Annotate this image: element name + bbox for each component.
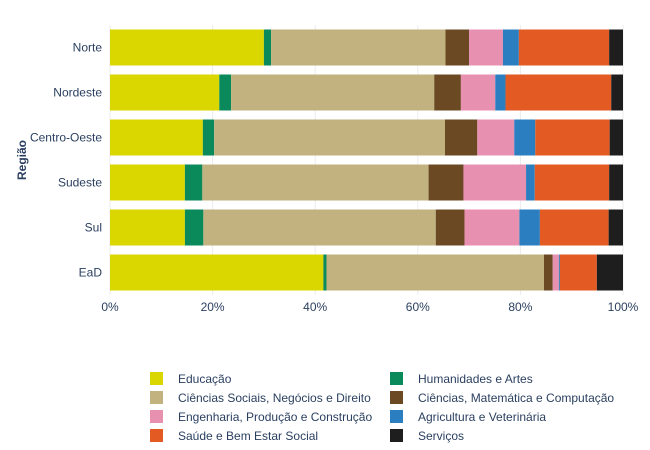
y-tick-label: Sudeste	[58, 176, 102, 190]
legend-swatch	[390, 372, 403, 385]
bar-segment[interactable]	[110, 164, 185, 201]
x-tick-label: 80%	[508, 300, 532, 314]
bar-segment[interactable]	[110, 74, 220, 111]
legend: Educação Humanidades e Artes Ciências Soci…	[150, 369, 640, 445]
legend-swatch	[150, 410, 163, 423]
legend-item[interactable]: Engenharia, Produção e Construção	[150, 407, 390, 426]
bar-segment[interactable]	[463, 164, 527, 201]
legend-item[interactable]: Humanidades e Artes	[390, 369, 630, 388]
x-axis-tick-labels: 0% 20% 40% 60% 80% 100%	[101, 300, 638, 314]
bar-segment[interactable]	[219, 74, 232, 111]
bar-segment[interactable]	[110, 209, 185, 246]
legend-swatch	[150, 372, 163, 385]
legend-swatch	[390, 391, 403, 404]
bar-segment[interactable]	[477, 119, 515, 156]
bar-segment[interactable]	[543, 254, 553, 291]
x-tick-label: 0%	[101, 300, 119, 314]
legend-label: Educação	[178, 371, 232, 386]
x-tick-label: 100%	[608, 300, 639, 314]
bar-segment[interactable]	[539, 209, 609, 246]
bar-segment[interactable]	[202, 164, 429, 201]
legend-item[interactable]: Educação	[150, 369, 390, 388]
bar-segment[interactable]	[596, 254, 623, 291]
bar-segment[interactable]	[203, 209, 436, 246]
legend-label: Engenharia, Produção e Construção	[178, 409, 373, 424]
legend-label: Agricultura e Veterinária	[418, 409, 547, 424]
bar-segment[interactable]	[231, 74, 435, 111]
legend-item[interactable]: Saúde e Bem Estar Social	[150, 426, 390, 445]
y-tick-label: Centro-Oeste	[30, 131, 102, 145]
legend-label: Serviços	[418, 428, 465, 443]
y-tick-label: Norte	[73, 41, 103, 55]
legend-label: Ciências, Matemática e Computação	[418, 390, 615, 405]
bar-segment[interactable]	[535, 119, 610, 156]
bar-segment[interactable]	[519, 209, 540, 246]
bar-segment[interactable]	[460, 74, 496, 111]
bar-segment[interactable]	[184, 164, 203, 201]
bar-segment[interactable]	[526, 164, 535, 201]
bar-segment[interactable]	[609, 119, 623, 156]
bar-segment[interactable]	[428, 164, 464, 201]
bar-segment[interactable]	[609, 164, 623, 201]
y-tick-label: EaD	[79, 266, 103, 280]
x-tick-label: 20%	[201, 300, 225, 314]
bar-segment[interactable]	[271, 29, 446, 66]
legend-item[interactable]: Agricultura e Veterinária	[390, 407, 630, 426]
bar-segment[interactable]	[534, 164, 610, 201]
legend-label: Ciências Sociais, Negócios e Direito	[178, 390, 371, 405]
bar-segment[interactable]	[559, 254, 597, 291]
bar-segment[interactable]	[434, 74, 461, 111]
x-tick-label: 60%	[406, 300, 430, 314]
bar-segment[interactable]	[518, 29, 610, 66]
legend-label: Humanidades e Artes	[418, 371, 533, 386]
bar-segment[interactable]	[469, 29, 503, 66]
legend-item[interactable]: Ciências Sociais, Negócios e Direito	[150, 388, 390, 407]
legend-swatch	[390, 410, 403, 423]
legend-label: Saúde e Bem Estar Social	[178, 428, 319, 443]
bar-segment[interactable]	[552, 254, 559, 291]
y-tick-label: Sul	[85, 221, 102, 235]
bar-segment[interactable]	[202, 119, 215, 156]
legend-swatch	[150, 391, 163, 404]
y-axis-tick-labels: Norte Nordeste Centro-Oeste Sudeste Sul EaD	[30, 41, 102, 280]
x-tick-label: 40%	[303, 300, 327, 314]
bar-segment[interactable]	[110, 254, 324, 291]
grid-lines	[109, 25, 624, 295]
y-axis-title: Região	[15, 140, 29, 180]
bar-segment[interactable]	[608, 209, 623, 246]
legend-item[interactable]: Ciências, Matemática e Computação	[390, 388, 630, 407]
bar-segment[interactable]	[326, 254, 544, 291]
bar-segment[interactable]	[611, 74, 623, 111]
bar-segment[interactable]	[110, 119, 203, 156]
legend-swatch	[150, 429, 163, 442]
bars-layer	[110, 29, 623, 291]
bar-segment[interactable]	[445, 29, 470, 66]
bar-segment[interactable]	[435, 209, 465, 246]
bar-segment[interactable]	[609, 29, 623, 66]
legend-item[interactable]: Serviços	[390, 426, 630, 445]
bar-segment[interactable]	[505, 74, 612, 111]
bar-segment[interactable]	[184, 209, 204, 246]
legend-swatch	[390, 429, 403, 442]
bar-segment[interactable]	[495, 74, 506, 111]
bar-segment[interactable]	[464, 209, 520, 246]
bar-segment[interactable]	[323, 254, 327, 291]
bar-segment[interactable]	[502, 29, 519, 66]
bar-segment[interactable]	[444, 119, 478, 156]
bar-segment[interactable]	[110, 29, 264, 66]
bar-segment[interactable]	[514, 119, 536, 156]
bar-segment[interactable]	[558, 254, 560, 291]
bar-segment[interactable]	[214, 119, 445, 156]
bar-segment[interactable]	[263, 29, 272, 66]
y-tick-label: Nordeste	[53, 86, 102, 100]
